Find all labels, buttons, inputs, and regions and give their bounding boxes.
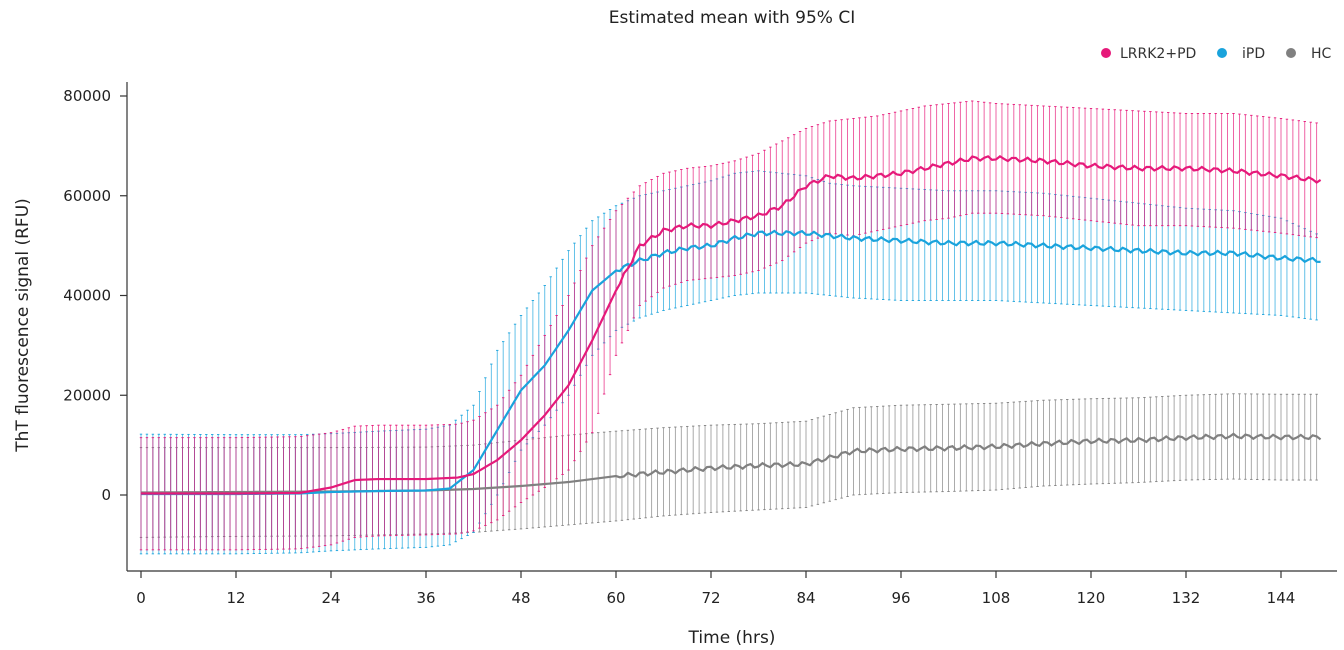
mean-line-lrrk2-pd (141, 155, 1322, 495)
x-tick-label: 72 (701, 589, 720, 607)
chart-title: Estimated mean with 95% CI (609, 8, 855, 28)
y-axis-ticks: 0 20000 40000 60000 80000 (63, 87, 127, 504)
x-tick-label: 120 (1077, 589, 1106, 607)
y-tick-label: 60000 (63, 187, 111, 205)
mean-line-layer (140, 155, 1322, 496)
x-axis-label: Time (hrs) (688, 628, 776, 648)
legend: LRRK2+PD iPD HC (1101, 46, 1332, 62)
x-tick-label: 12 (226, 589, 245, 607)
x-tick-label: 24 (321, 589, 340, 607)
mean-line-hc (140, 432, 1322, 494)
x-tick-label: 96 (891, 589, 910, 607)
y-tick-label: 80000 (63, 87, 111, 105)
x-axis-ticks: 0 12 24 36 48 60 72 84 96 108 120 132 144 (136, 571, 1295, 607)
legend-swatch (1101, 48, 1111, 58)
legend-swatch (1217, 48, 1227, 58)
mean-line-ipd (141, 229, 1321, 496)
legend-label: HC (1311, 46, 1332, 62)
x-tick-label: 132 (1172, 589, 1201, 607)
x-tick-label: 60 (606, 589, 625, 607)
x-tick-label: 36 (416, 589, 435, 607)
y-tick-label: 20000 (63, 386, 111, 404)
x-tick-label: 0 (136, 589, 146, 607)
x-tick-label: 84 (796, 589, 815, 607)
legend-swatch (1286, 48, 1296, 58)
ci-bars-hc (139, 393, 1318, 538)
x-tick-label: 48 (511, 589, 530, 607)
legend-label: iPD (1242, 46, 1265, 62)
y-tick-label: 0 (101, 486, 111, 504)
legend-label: LRRK2+PD (1120, 46, 1196, 62)
y-axis-label: ThT fluorescence signal (RFU) (13, 198, 33, 453)
x-tick-label: 108 (982, 589, 1011, 607)
x-tick-label: 144 (1267, 589, 1296, 607)
y-tick-label: 40000 (63, 287, 111, 305)
